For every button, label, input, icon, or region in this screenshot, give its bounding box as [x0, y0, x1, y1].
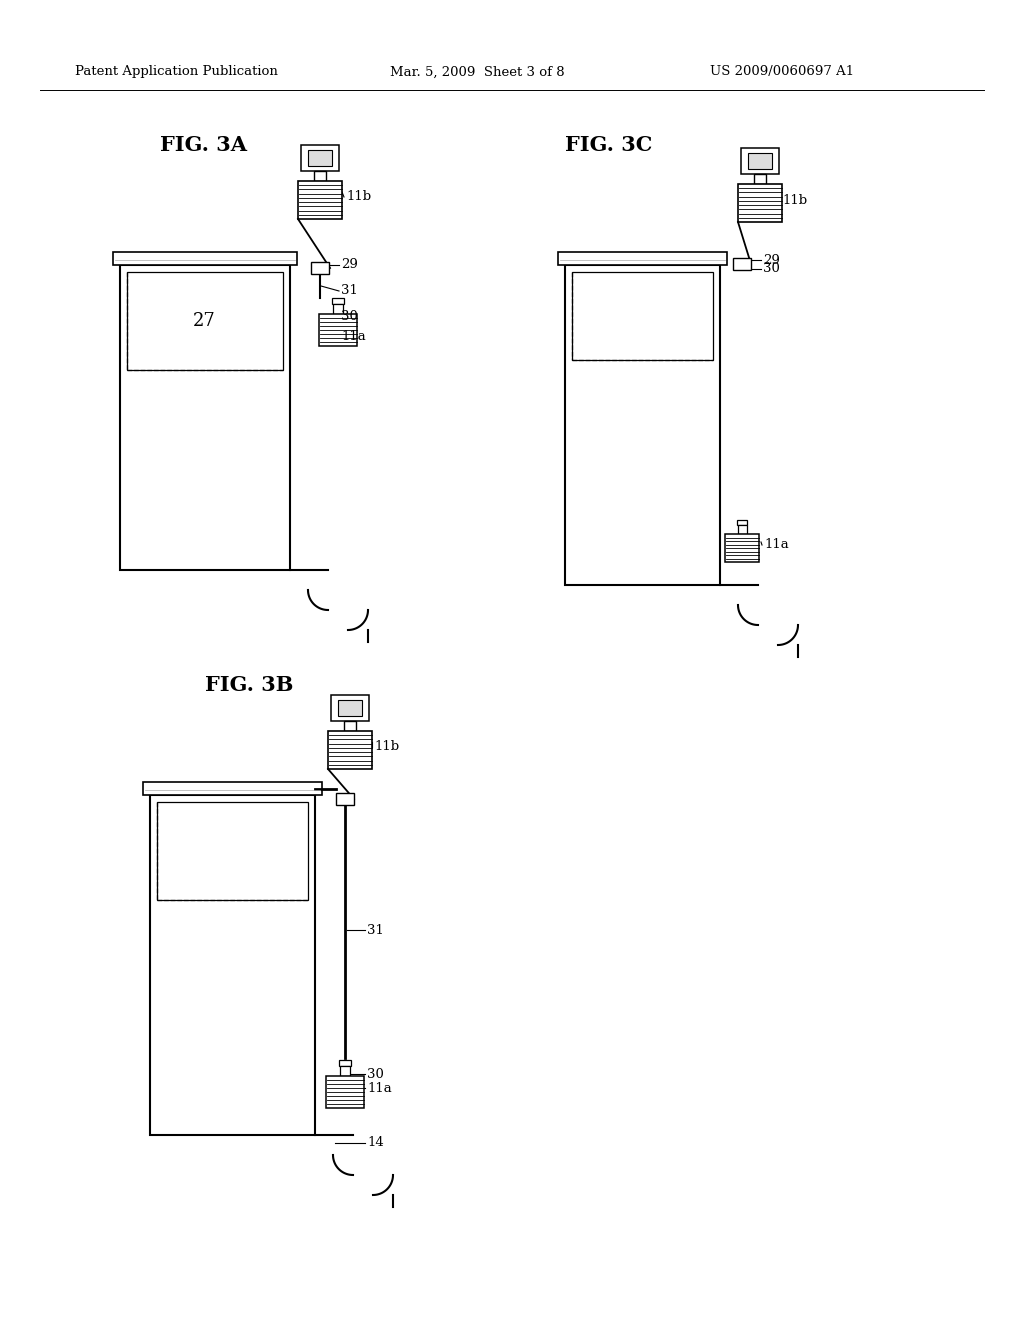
Bar	[311, 261, 329, 275]
Bar	[332, 298, 344, 304]
Bar	[328, 731, 372, 770]
Text: 31: 31	[367, 924, 384, 936]
Bar	[558, 252, 727, 265]
Bar	[113, 252, 297, 265]
Bar	[319, 314, 357, 346]
Text: FIG. 3B: FIG. 3B	[205, 675, 293, 696]
Bar	[738, 525, 746, 535]
Text: 11b: 11b	[374, 741, 399, 754]
Bar	[340, 1067, 350, 1076]
Text: 11a: 11a	[367, 1081, 392, 1094]
Text: 29: 29	[341, 259, 357, 272]
Text: 11b: 11b	[346, 190, 371, 203]
Bar	[748, 153, 772, 169]
Text: FIG. 3A: FIG. 3A	[160, 135, 247, 154]
Text: 30: 30	[341, 309, 357, 322]
Bar	[127, 272, 283, 370]
Bar	[725, 535, 759, 562]
Bar	[308, 150, 332, 166]
Bar	[344, 721, 356, 731]
Text: Mar. 5, 2009  Sheet 3 of 8: Mar. 5, 2009 Sheet 3 of 8	[390, 66, 564, 78]
Bar	[150, 795, 315, 1135]
Bar	[572, 272, 713, 360]
Text: 11a: 11a	[341, 330, 366, 342]
Bar	[314, 172, 326, 181]
Bar	[737, 520, 746, 525]
Bar	[326, 1076, 364, 1107]
Text: FIG. 3C: FIG. 3C	[565, 135, 652, 154]
Bar	[120, 265, 290, 570]
Bar	[733, 257, 751, 271]
Bar	[336, 793, 354, 805]
Text: US 2009/0060697 A1: US 2009/0060697 A1	[710, 66, 854, 78]
Bar	[754, 174, 766, 183]
Bar	[738, 183, 782, 222]
Text: 29: 29	[763, 253, 780, 267]
Bar	[331, 696, 369, 721]
Text: 11a: 11a	[764, 539, 788, 552]
Bar	[143, 781, 322, 795]
Bar	[298, 181, 342, 219]
Text: Patent Application Publication: Patent Application Publication	[75, 66, 278, 78]
Bar	[339, 1060, 351, 1067]
Bar	[301, 145, 339, 172]
Text: 27: 27	[193, 312, 216, 330]
Text: 30: 30	[763, 263, 780, 276]
Bar	[333, 304, 343, 314]
Text: 11b: 11b	[782, 194, 807, 206]
Bar	[741, 148, 779, 174]
Bar	[338, 700, 362, 715]
Text: 31: 31	[341, 285, 357, 297]
Bar	[565, 265, 720, 585]
Text: 14: 14	[367, 1137, 384, 1150]
Text: 30: 30	[367, 1068, 384, 1081]
Bar	[157, 803, 308, 900]
